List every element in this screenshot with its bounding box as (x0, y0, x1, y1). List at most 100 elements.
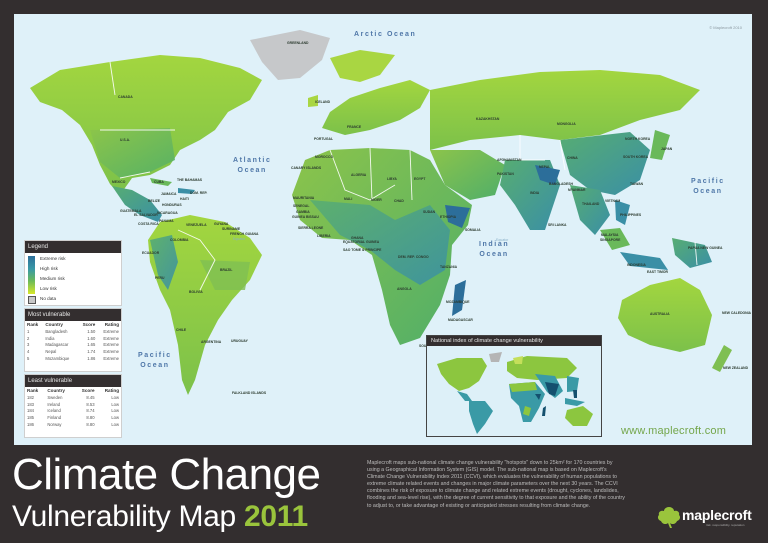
score-cell: 1.86 (87, 356, 96, 362)
country-label: ECUADOR (142, 251, 160, 255)
pacific-ocean-east-label: Pacific Ocean (691, 177, 725, 197)
arctic-ocean-text: Arctic Ocean (354, 31, 417, 38)
country-label: PAPUA NEW GUINEA (688, 246, 723, 250)
most-vulnerable-panel: Most vulnerable Rank Country Score Ratin… (24, 308, 122, 372)
score-cell: 8.53 (86, 401, 95, 407)
country-label: BRAZIL (220, 268, 233, 272)
country-cell: Mozambique (45, 356, 70, 362)
world-map-graphic: Equator Equator (30, 30, 732, 395)
country-label: FALKLAND ISLANDS (232, 391, 267, 395)
main-title-line2: Vulnerability Map 2011 (12, 500, 308, 534)
country-label: JAMAICA (161, 192, 177, 196)
country-label: DEM. REP. CONGO (398, 255, 429, 259)
rank-cell: 182 (27, 394, 34, 400)
pacific-west-line2: Ocean (140, 362, 170, 369)
legend-no-data: No data (40, 296, 57, 301)
country-label: GAMBIA (296, 210, 310, 214)
country-label: ARGENTINA (201, 340, 222, 344)
main-title-text: Vulnerability Map (12, 500, 236, 533)
country-label: SOUTH KOREA (623, 155, 649, 159)
rank-cell: 184 (27, 408, 34, 414)
country-cell: Iceland (47, 408, 61, 414)
country-label: CHAD (394, 199, 404, 203)
country-label: ETHIOPIA (440, 215, 457, 219)
country-label: DOM. REP. (190, 191, 208, 195)
country-label: NEW ZEALAND (723, 366, 749, 370)
country-label: SRI LANKA (548, 223, 567, 227)
table-row: 4 Nepal 1.74 Extreme (25, 348, 121, 355)
country-label: PHILIPPINES (620, 213, 642, 217)
legend-color-scale (28, 256, 35, 294)
rating-cell: Extreme (103, 328, 119, 334)
country-label: HONDURAS (162, 203, 182, 207)
rating-cell: Extreme (103, 342, 119, 348)
indian-line1: Indian (479, 241, 510, 248)
table-row: 182 Sweden 8.45 Low (25, 394, 121, 401)
country-label: SOMALIA (465, 228, 481, 232)
country-label: NEW CALEDONIA (722, 311, 752, 315)
country-label: CANADA (118, 95, 133, 99)
col-score: Score (82, 322, 96, 327)
inset-world-map (437, 352, 593, 434)
most-vulnerable-title: Most vulnerable (25, 309, 121, 321)
maple-leaf-icon (657, 507, 681, 528)
col-rank: Rank (27, 388, 39, 393)
rating-cell: Low (111, 415, 119, 421)
country-label: SIERRA LEONE (298, 226, 324, 230)
country-label: INDIA (530, 191, 540, 195)
rank-cell: 5 (27, 356, 30, 362)
country-label: LIBYA (387, 177, 397, 181)
country-label: BELIZE (148, 199, 161, 203)
col-country: Country (45, 322, 63, 327)
rank-cell: 3 (27, 342, 30, 348)
country-label: GUYANA (214, 222, 229, 226)
country-label: EGYPT (414, 177, 426, 181)
most-vulnerable-table: Rank Country Score Rating 1 Bangladesh 1.5… (25, 321, 121, 362)
country-label: TAIWAN (630, 182, 644, 186)
country-label: GUATEMALA (120, 209, 142, 213)
country-label: SINGAPORE (600, 238, 621, 242)
website-link[interactable]: www.maplecroft.com (621, 425, 727, 437)
rating-cell: Low (111, 401, 119, 407)
rating-cell: Extreme (103, 349, 119, 355)
country-label: THE BAHAMAS (177, 178, 203, 182)
country-label: VIETNAM (605, 199, 621, 203)
country-label: MONGOLIA (557, 122, 576, 126)
country-label: MYANMAR (568, 188, 586, 192)
country-label: ICELAND (315, 100, 331, 104)
country-label: LIBERIA (317, 234, 331, 238)
col-score: Score (81, 388, 95, 393)
brand-tagline: risk. responsibility. reputation (706, 523, 745, 527)
least-vulnerable-panel: Least vulnerable Rank Country Score Rati… (24, 374, 122, 438)
country-label: MALI (344, 197, 353, 201)
rank-cell: 186 (27, 422, 34, 428)
rank-cell: 4 (27, 349, 30, 355)
atlantic-ocean-label: Atlantic Ocean (233, 156, 271, 176)
rating-cell: Extreme (103, 335, 119, 341)
country-label: MOZAMBIQUE (446, 300, 470, 304)
table-row: 5 Mozambique 1.86 Extreme (25, 355, 121, 362)
rating-cell: Low (111, 394, 119, 400)
country-label: PANAMA (159, 219, 174, 223)
arctic-ocean-label: Arctic Ocean (354, 30, 416, 40)
table-row: 2 India 1.60 Extreme (25, 335, 121, 342)
country-label: EAST TIMOR (647, 270, 668, 274)
col-rank: Rank (27, 322, 39, 327)
country-cell: Finland (47, 415, 62, 421)
country-label: THAILAND (582, 202, 600, 206)
country-label: VENEZUELA (186, 223, 207, 227)
world-map: Equator Equator © Maplecroft 2010 Arctic… (14, 14, 752, 445)
score-cell: 1.50 (87, 328, 96, 334)
inset-title: National index of climate change vulnera… (427, 336, 601, 346)
country-label: CHINA (567, 156, 578, 160)
table-row: 183 Ireland 8.53 Low (25, 401, 121, 408)
country-label: ALGERIA (351, 173, 367, 177)
country-label: NORTH KOREA (625, 137, 651, 141)
country-label: HAITI (180, 197, 189, 201)
country-label: GREENLAND (287, 41, 309, 45)
pacific-west-line1: Pacific (138, 352, 172, 359)
country-label: CANARY ISLANDS (291, 166, 322, 170)
national-index-inset: National index of climate change vulnera… (426, 335, 602, 437)
country-label: NICARAGUA (157, 211, 178, 215)
col-rating: Rating (104, 388, 119, 393)
